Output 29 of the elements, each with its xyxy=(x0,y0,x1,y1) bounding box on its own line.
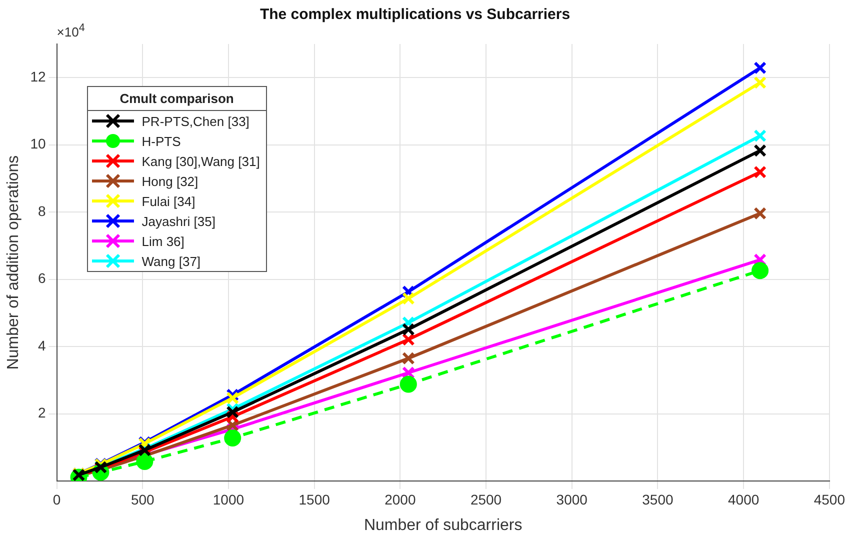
legend-label: PR-PTS,Chen [33] xyxy=(142,114,250,128)
x-tick-label: 4500 xyxy=(814,491,846,508)
y-tick-label: 2 xyxy=(38,404,46,421)
x-tick-label: 2000 xyxy=(384,491,416,508)
x-axis-title: Number of subcarriers xyxy=(364,516,522,534)
x-tick-label: 3500 xyxy=(642,491,674,508)
legend-label: Wang [37] xyxy=(142,254,201,268)
y-tick-label: 6 xyxy=(38,270,46,286)
y-tick-label: 8 xyxy=(38,202,46,219)
legend-title: Cmult comparison xyxy=(88,87,266,111)
y-tick-label: 4 xyxy=(38,337,46,354)
y-axis-title: Number of addition operations xyxy=(5,155,22,370)
legend-label: H-PTS xyxy=(142,134,181,148)
y-tick-label: 10 xyxy=(30,136,46,152)
legend-label: Kang [30],Wang [31] xyxy=(142,154,260,168)
x-tick-label: 3000 xyxy=(556,491,588,508)
text: ×10$^{4}$ xyxy=(56,22,85,40)
y-tick-label: 12 xyxy=(30,68,46,84)
x-tick-label: 2500 xyxy=(470,491,502,508)
legend-label: Fulai [34] xyxy=(142,194,196,208)
x-tick-label: 0 xyxy=(52,491,61,508)
chart-title: The complex multiplications vs Subcarriers xyxy=(260,6,570,24)
x-tick-label: 4000 xyxy=(728,491,760,508)
legend-label: Lim 36] xyxy=(142,234,184,248)
legend-label: Hong [32] xyxy=(142,174,198,188)
x-tick-label: 1500 xyxy=(298,491,330,508)
x-tick-label: 500 xyxy=(130,491,155,508)
legend-label: Jayashri [35] xyxy=(142,214,216,228)
x-tick-label: 1000 xyxy=(212,491,244,508)
